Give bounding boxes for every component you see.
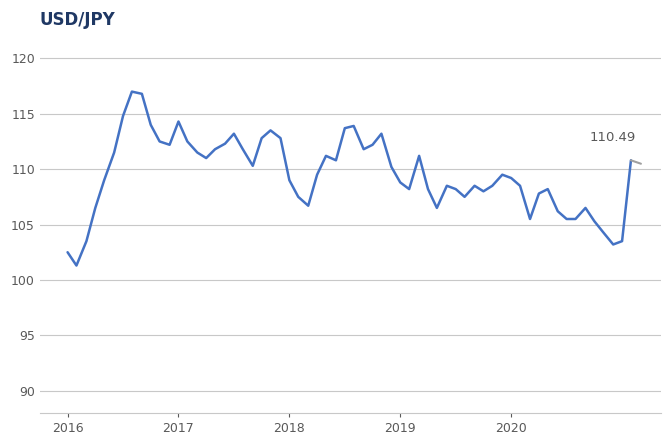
Text: 110.49: 110.49 (589, 131, 636, 144)
Text: USD/JPY: USD/JPY (40, 11, 116, 29)
